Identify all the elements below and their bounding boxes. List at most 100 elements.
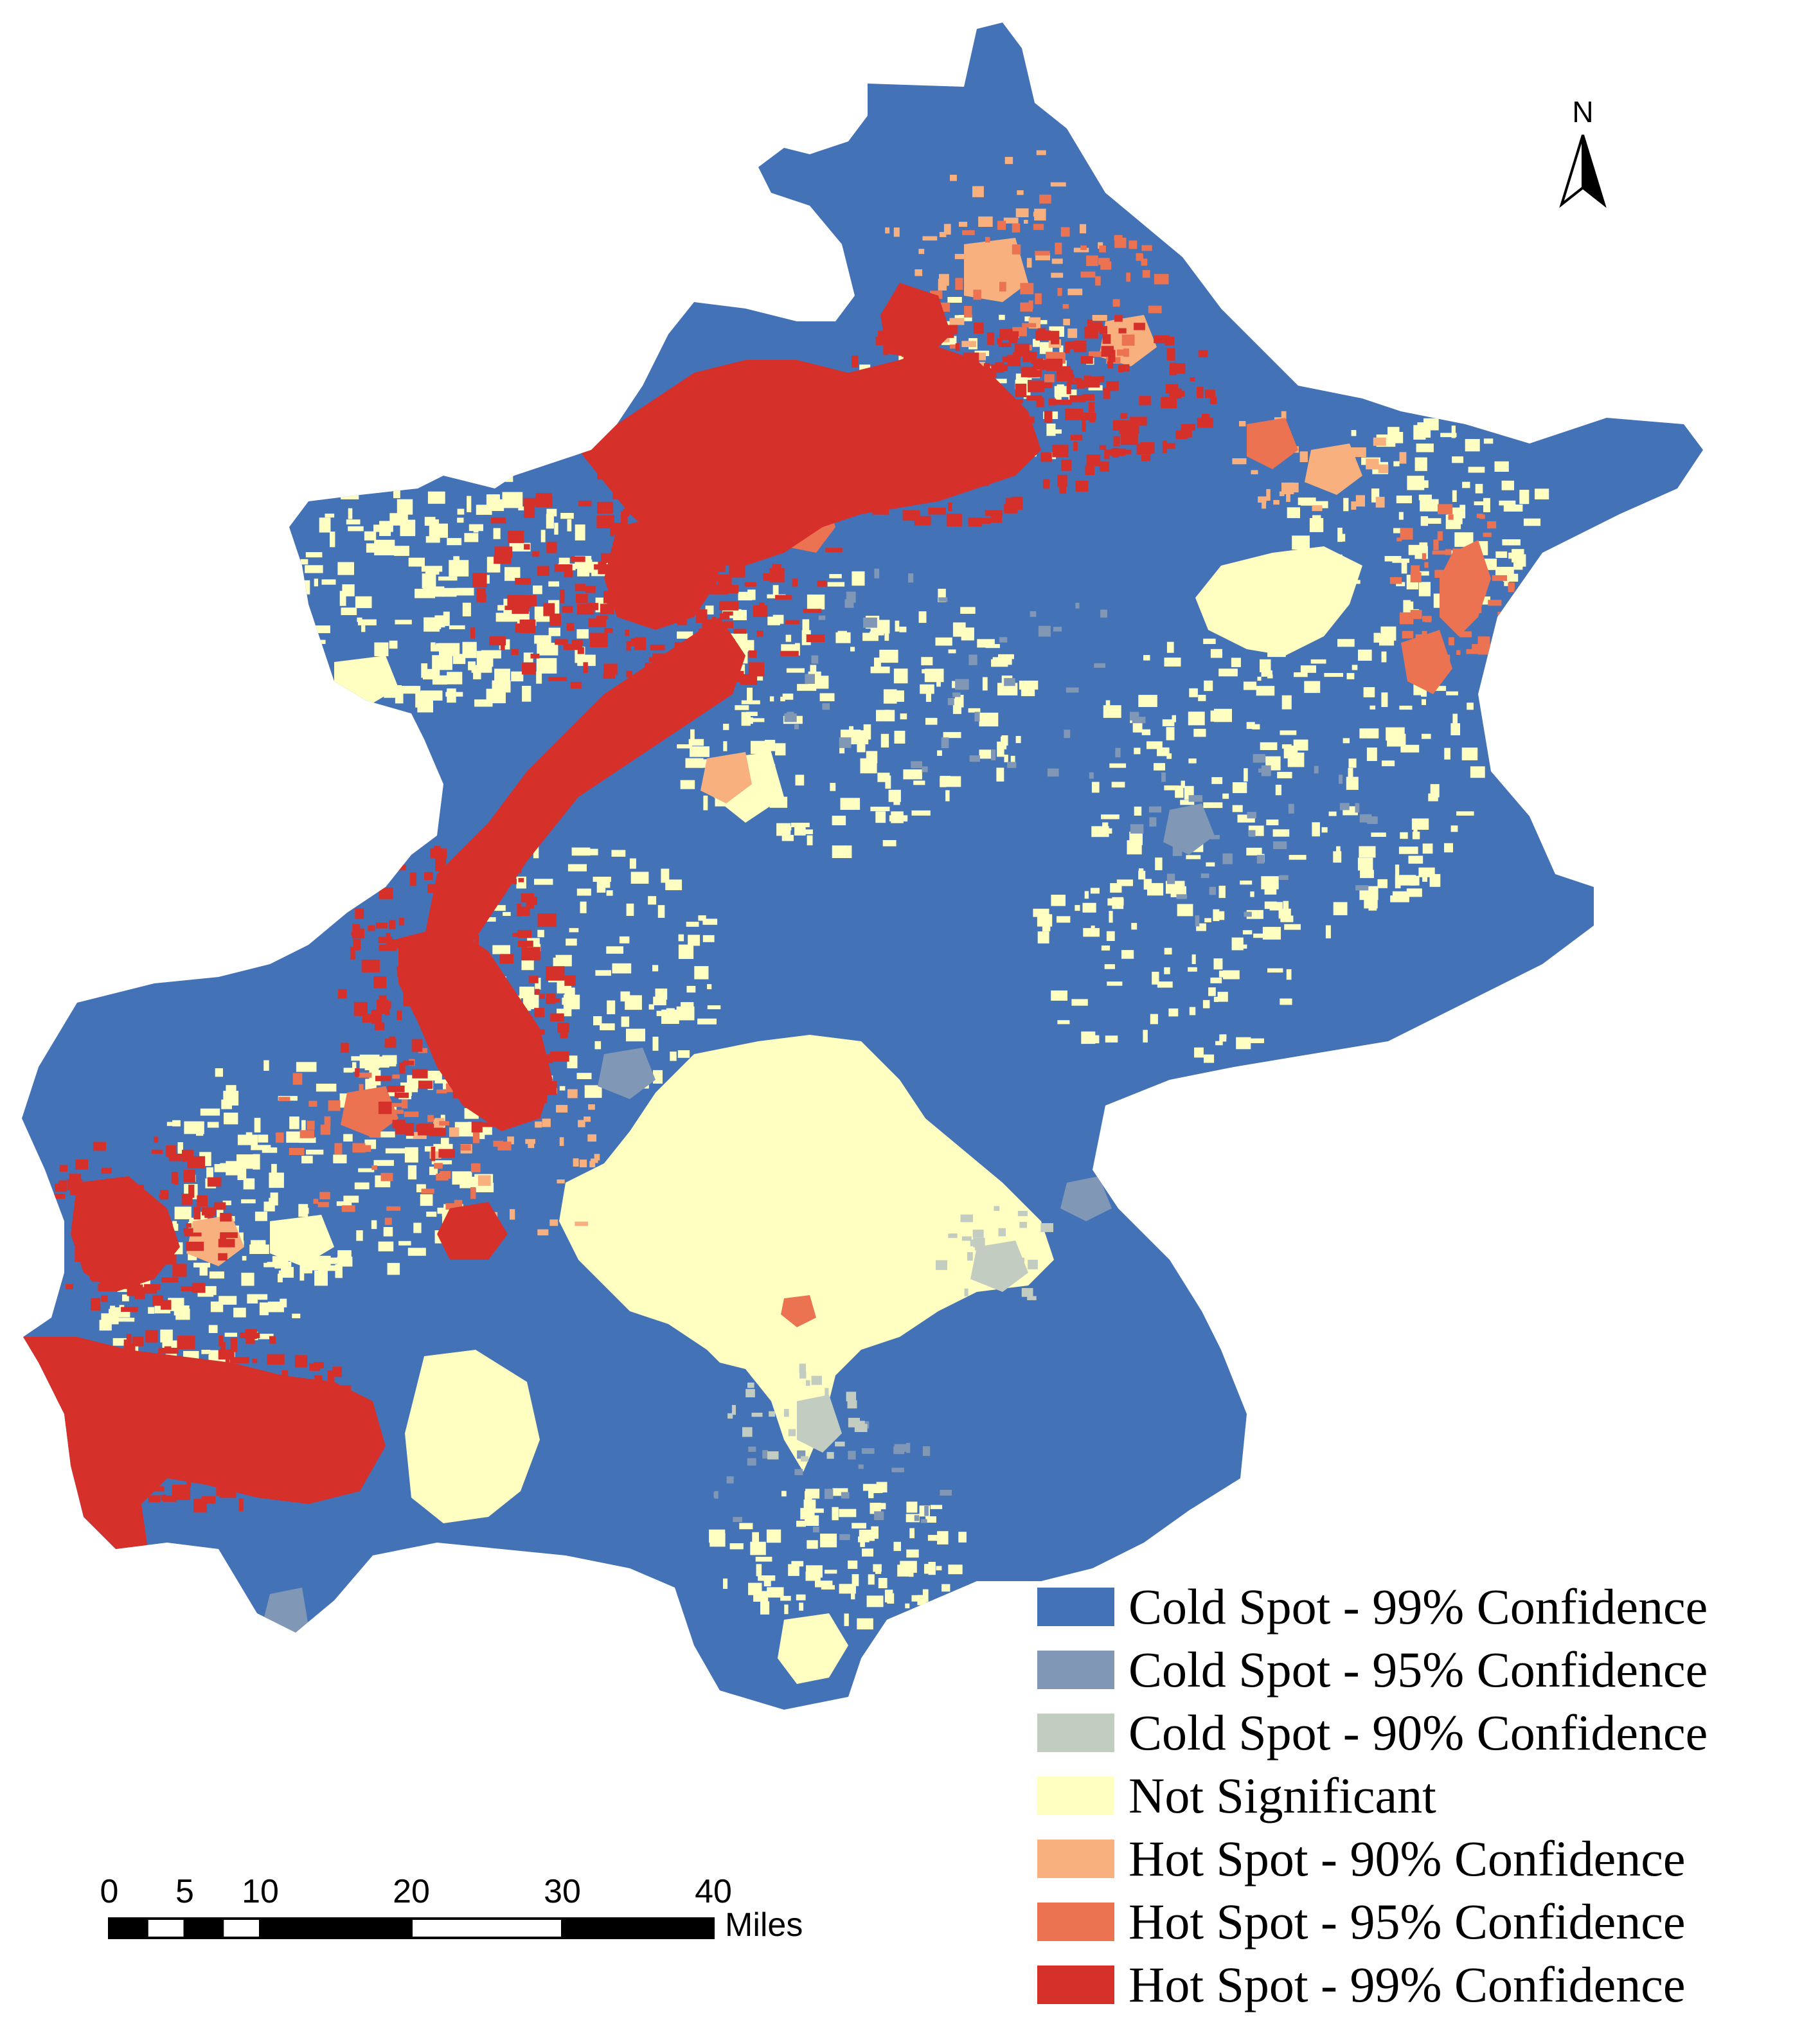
hot90-speckle xyxy=(589,1161,596,1168)
hot90-speckle xyxy=(972,186,984,197)
hot99-speckle xyxy=(1085,465,1095,476)
hot99-speckle xyxy=(1084,376,1100,388)
notsig-speckle xyxy=(1396,582,1405,587)
hot95-speckle xyxy=(1500,615,1505,621)
notsig-speckle xyxy=(857,742,866,753)
notsig-speckle xyxy=(584,1085,602,1098)
hot99-speckle xyxy=(603,674,615,679)
notsig-speckle xyxy=(381,1057,397,1067)
cold95-speckle xyxy=(1176,894,1188,899)
notsig-speckle xyxy=(1213,958,1223,970)
notsig-speckle xyxy=(1294,672,1308,677)
notsig-speckle xyxy=(504,567,521,581)
notsig-speckle xyxy=(1300,665,1316,673)
notsig-speckle xyxy=(1244,768,1248,782)
hot95-speckle xyxy=(1445,549,1452,555)
notsig-speckle xyxy=(269,1172,284,1188)
cold95-speckle xyxy=(1247,812,1256,819)
hot99-speckle xyxy=(384,1038,397,1048)
hot95-speckle xyxy=(1089,351,1104,357)
notsig-speckle xyxy=(832,845,852,858)
hot95-speckle xyxy=(1080,271,1096,278)
hot99-speckle xyxy=(677,618,687,625)
notsig-speckle xyxy=(492,905,506,911)
cold95-speckle xyxy=(947,698,954,706)
notsig-speckle xyxy=(296,591,302,604)
hot95-speckle xyxy=(955,278,963,290)
hot95-speckle xyxy=(1389,577,1402,584)
notsig-speckle xyxy=(937,750,942,756)
notsig-speckle xyxy=(1450,723,1460,735)
hot99-speckle xyxy=(1015,383,1027,397)
notsig-speckle xyxy=(206,1167,213,1178)
hot99-speckle xyxy=(1031,358,1044,364)
hot90-speckle xyxy=(1035,253,1050,261)
notsig-speckle xyxy=(1121,950,1134,959)
notsig-speckle xyxy=(301,1208,309,1214)
hot99-speckle xyxy=(555,639,568,645)
notsig-speckle xyxy=(569,927,579,933)
notsig-speckle xyxy=(462,641,477,658)
notsig-speckle xyxy=(790,823,810,827)
cold95-speckle xyxy=(863,617,877,628)
notsig-speckle xyxy=(1403,600,1411,614)
hot99-speckle xyxy=(785,620,800,625)
cold90-speckle xyxy=(826,1452,834,1459)
notsig-speckle xyxy=(943,731,961,739)
notsig-speckle xyxy=(893,668,908,684)
notsig-speckle xyxy=(707,1005,721,1010)
hot90-speckle xyxy=(1355,495,1365,507)
hot99-speckle xyxy=(66,1284,73,1289)
hot99-speckle xyxy=(596,615,609,620)
notsig-speckle xyxy=(214,1164,229,1172)
notsig-speckle xyxy=(677,1050,690,1058)
notsig-speckle xyxy=(805,1572,818,1581)
hot95-speckle xyxy=(434,1163,443,1169)
cold95-speckle xyxy=(940,1489,952,1496)
notsig-speckle xyxy=(323,1257,328,1271)
notsig-speckle xyxy=(456,587,474,596)
notsig-speckle xyxy=(537,643,558,656)
notsig-speckle xyxy=(1359,846,1376,858)
hot99-speckle xyxy=(546,993,556,1005)
notsig-speckle xyxy=(351,1056,372,1061)
hot95-speckle xyxy=(1456,650,1461,655)
notsig-speckle xyxy=(299,1269,305,1281)
hot95-speckle xyxy=(1033,224,1044,230)
notsig-speckle xyxy=(702,918,718,925)
hot99-patch xyxy=(604,514,720,630)
notsig-speckle xyxy=(745,712,758,716)
notsig-speckle xyxy=(1240,881,1253,885)
hot99-speckle xyxy=(626,670,632,678)
notsig-speckle xyxy=(196,1124,204,1136)
cold95-speckle xyxy=(1149,817,1157,827)
hot99-speckle xyxy=(174,1177,179,1185)
notsig-speckle xyxy=(996,767,1004,782)
notsig-speckle xyxy=(1483,438,1494,444)
notsig-speckle xyxy=(1452,456,1464,463)
hot90-speckle xyxy=(1017,190,1024,195)
notsig-speckle xyxy=(195,1216,208,1221)
cold95-speckle xyxy=(747,1458,756,1466)
notsig-speckle xyxy=(337,1257,353,1267)
notsig-speckle xyxy=(576,888,591,896)
notsig-speckle xyxy=(1138,695,1157,707)
notsig-speckle xyxy=(1220,1034,1227,1039)
hot95-speckle xyxy=(384,1217,392,1225)
notsig-speckle xyxy=(1339,533,1346,542)
hot99-speckle xyxy=(1040,382,1053,388)
hot90-speckle xyxy=(1351,501,1357,510)
notsig-speckle xyxy=(884,631,889,641)
notsig-speckle xyxy=(1392,559,1409,563)
cold95-speckle xyxy=(1339,775,1343,784)
notsig-speckle xyxy=(1420,499,1439,512)
notsig-speckle xyxy=(619,936,630,944)
notsig-speckle xyxy=(921,657,933,666)
legend-swatch xyxy=(1037,1777,1114,1815)
hot95-speckle xyxy=(1022,323,1037,328)
notsig-speckle xyxy=(443,611,450,626)
notsig-speckle xyxy=(226,1085,236,1096)
cold95-speckle xyxy=(894,1444,907,1450)
cold95-speckle xyxy=(938,597,948,602)
notsig-speckle xyxy=(909,1565,914,1577)
